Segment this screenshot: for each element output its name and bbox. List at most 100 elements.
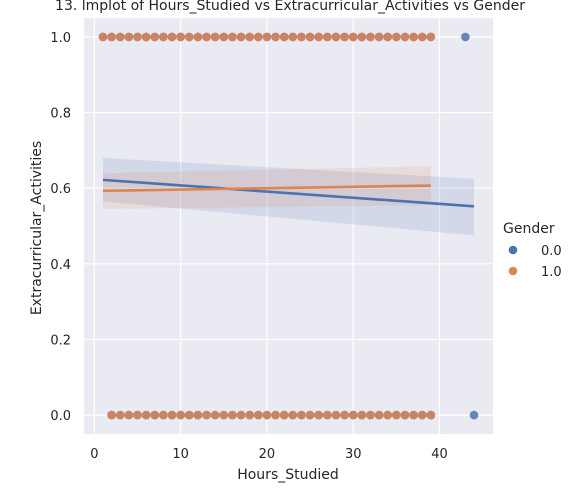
- regression-line-1.0: [102, 184, 431, 193]
- data-point: [357, 410, 367, 420]
- data-point: [236, 32, 246, 42]
- data-point: [184, 32, 194, 42]
- data-point: [331, 410, 341, 420]
- data-point: [366, 32, 375, 42]
- data-point: [115, 410, 125, 420]
- data-point: [150, 410, 160, 420]
- data-point: [115, 32, 125, 42]
- data-point: [150, 32, 160, 42]
- y-tick-label: 1.0: [50, 31, 71, 46]
- data-point: [210, 410, 220, 420]
- data-point: [133, 32, 142, 42]
- legend: Gender 0.0 1.0: [503, 221, 562, 280]
- data-point: [219, 410, 229, 420]
- data-point: [124, 410, 134, 420]
- data-point: [383, 32, 393, 42]
- data-point: [374, 410, 384, 420]
- plot-area: [84, 18, 493, 434]
- y-tick-label: 0.4: [50, 258, 71, 273]
- data-point: [202, 32, 211, 42]
- x-tick-label: 0: [90, 447, 98, 462]
- data-point: [340, 32, 349, 42]
- data-point: [357, 32, 367, 42]
- data-point: [417, 32, 427, 42]
- scatter-points: [98, 32, 479, 420]
- data-point: [133, 410, 142, 420]
- data-point: [159, 410, 168, 420]
- data-point: [279, 410, 289, 420]
- x-tick-label: 10: [172, 447, 189, 462]
- data-point: [400, 410, 410, 420]
- data-point: [340, 410, 349, 420]
- data-point: [469, 410, 479, 420]
- y-axis-label: Extracurricular_Activities: [29, 141, 45, 315]
- y-tick-labels: 0.0 0.2 0.4 0.6 0.8 1.0: [50, 31, 71, 424]
- data-point: [348, 410, 358, 420]
- data-point: [426, 32, 436, 42]
- data-point: [374, 32, 384, 42]
- data-point: [366, 410, 375, 420]
- data-point: [400, 32, 410, 42]
- data-point: [323, 32, 332, 42]
- data-point: [245, 410, 254, 420]
- data-point: [288, 32, 298, 42]
- data-point: [323, 410, 332, 420]
- data-point: [461, 32, 470, 42]
- data-point: [409, 410, 418, 420]
- regression-line-0.0: [102, 178, 475, 208]
- data-point: [210, 32, 220, 42]
- data-point: [409, 32, 418, 42]
- data-point: [314, 32, 324, 42]
- data-point: [262, 32, 272, 42]
- data-point: [176, 32, 185, 42]
- data-point: [107, 32, 116, 42]
- data-point: [253, 410, 263, 420]
- data-point: [141, 410, 151, 420]
- data-point: [288, 410, 298, 420]
- data-point: [271, 32, 280, 42]
- data-point: [279, 32, 289, 42]
- data-point: [141, 32, 151, 42]
- x-tick-label: 20: [259, 447, 276, 462]
- data-point: [167, 32, 177, 42]
- data-point: [98, 32, 108, 42]
- data-point: [167, 410, 177, 420]
- data-point: [253, 32, 263, 42]
- data-point: [331, 32, 341, 42]
- data-point: [219, 32, 229, 42]
- x-tick-label: 40: [431, 447, 448, 462]
- data-point: [297, 32, 306, 42]
- legend-marker: [508, 266, 518, 276]
- data-point: [159, 32, 168, 42]
- data-point: [314, 410, 324, 420]
- data-point: [202, 410, 211, 420]
- x-tick-labels: 0 10 20 30 40: [90, 447, 448, 462]
- data-point: [193, 32, 203, 42]
- data-point: [124, 32, 134, 42]
- data-point: [305, 32, 315, 42]
- data-point: [245, 32, 254, 42]
- data-point: [107, 410, 116, 420]
- y-tick-label: 0.2: [50, 333, 71, 348]
- data-point: [184, 410, 194, 420]
- chart-title: 13. lmplot of Hours_Studied vs Extracurr…: [55, 0, 525, 14]
- data-point: [193, 410, 203, 420]
- y-tick-label: 0.6: [50, 182, 71, 197]
- data-point: [417, 410, 427, 420]
- data-point: [383, 410, 393, 420]
- data-point: [392, 410, 401, 420]
- data-point: [305, 410, 315, 420]
- legend-label: 0.0: [541, 244, 562, 259]
- legend-title: Gender: [503, 221, 555, 237]
- legend-marker: [508, 245, 518, 255]
- x-tick-label: 30: [345, 447, 362, 462]
- y-tick-label: 0.0: [50, 409, 71, 424]
- data-point: [271, 410, 280, 420]
- data-point: [228, 410, 237, 420]
- data-point: [426, 410, 436, 420]
- data-point: [228, 32, 237, 42]
- data-point: [348, 32, 358, 42]
- data-point: [176, 410, 185, 420]
- legend-label: 1.0: [541, 265, 562, 280]
